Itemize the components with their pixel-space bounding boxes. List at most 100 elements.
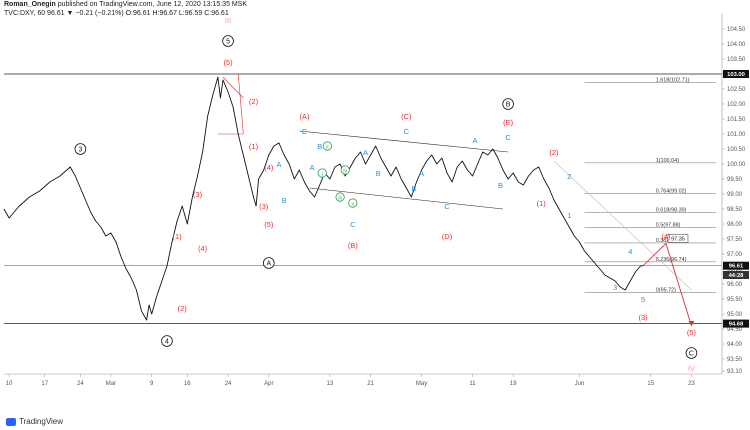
header-line-1: Roman_Onegin published on TradingView.co… xyxy=(4,0,247,9)
wave-label: iv xyxy=(343,169,347,175)
wave-label: A xyxy=(419,169,424,178)
wave-label: C xyxy=(404,127,410,136)
tradingview-footer[interactable]: TradingView xyxy=(6,417,63,426)
y-tick-label: 97.00 xyxy=(727,252,743,258)
channel-lower-line xyxy=(309,187,504,210)
fib-level-label: 0(95.72) xyxy=(656,287,676,293)
y-tick-label: 100.00 xyxy=(727,162,746,168)
wave-label: 4 xyxy=(165,339,169,346)
wave-label: C xyxy=(689,351,694,358)
wave-label: (3) xyxy=(193,190,203,199)
projection-tag-label: 97.35 xyxy=(671,237,685,243)
x-tick-label: 11 xyxy=(469,381,476,387)
price-tag-box xyxy=(723,319,749,328)
price-tag-label: 103.00 xyxy=(727,72,745,78)
y-tick-label: 101.50 xyxy=(727,117,746,123)
x-tick-label: Jun xyxy=(575,381,585,387)
wave-label: IV xyxy=(688,364,695,373)
y-tick-label: 101.00 xyxy=(727,132,746,138)
wave-label: (2) xyxy=(249,97,259,106)
wave-label: B xyxy=(498,181,503,190)
fib-level-label: 0.764(99.02) xyxy=(656,188,687,194)
y-tick-label: 102.00 xyxy=(727,102,746,108)
price-tag-box xyxy=(723,271,749,279)
wave-label: (1) xyxy=(173,232,183,241)
y-tick-label: 103.50 xyxy=(727,57,746,63)
wave-label: B xyxy=(376,169,381,178)
x-tick-label: 10 xyxy=(6,381,13,387)
wave-label: B xyxy=(317,142,322,151)
x-tick-label: 24 xyxy=(225,381,232,387)
price-tag-label: 94.68 xyxy=(729,322,744,328)
y-tick-label: 104.50 xyxy=(727,27,746,33)
wave-label: C xyxy=(444,202,450,211)
price-series-layer xyxy=(3,76,644,321)
fib-level-label: 0.618(98.39) xyxy=(656,207,687,213)
wave-label-circle xyxy=(348,198,358,208)
wave-label-circle xyxy=(502,98,514,110)
wave-label: (5) xyxy=(223,58,233,67)
x-tick-label: 16 xyxy=(184,381,191,387)
price-tag-label: 96.61 xyxy=(729,264,744,270)
x-tick-label: 9 xyxy=(150,381,154,387)
y-tick-label: 99.00 xyxy=(727,192,743,198)
wave-label: ii xyxy=(326,145,328,151)
wave-label-circle xyxy=(222,35,234,47)
wave-label: (2) xyxy=(549,148,559,157)
y-tick-label: 95.00 xyxy=(727,312,743,318)
x-tick-label: 15 xyxy=(647,381,654,387)
x-tick-label: 21 xyxy=(367,381,374,387)
header-line-2: TVC:DXY, 60 96.61 ▼ −0.21 (−0.21%) O:96.… xyxy=(4,10,229,17)
wave-label-circle xyxy=(322,141,332,151)
y-tick-label: 104.00 xyxy=(727,42,746,48)
x-tick-label: 24 xyxy=(77,381,84,387)
wave-label-circle xyxy=(161,335,173,347)
price-tag-label: 44:28 xyxy=(729,273,745,279)
wave-label-circle xyxy=(335,192,345,202)
wave-label: A xyxy=(363,148,368,157)
wave-label: A xyxy=(266,261,271,268)
publish-info: published on TradingView.com, June 12, 2… xyxy=(57,1,248,8)
wave-label: B xyxy=(506,102,511,109)
wave-label: (A) xyxy=(299,112,310,121)
author-name[interactable]: Roman_Onegin xyxy=(4,1,56,8)
wave-label: (4) xyxy=(661,232,671,241)
wave-label: A xyxy=(310,163,315,172)
wave-label: iii xyxy=(338,196,341,202)
wave-label: (5) xyxy=(264,220,274,229)
wedge-line xyxy=(237,73,244,135)
channel-upper-line xyxy=(299,130,509,153)
projection-tag-box xyxy=(667,234,689,243)
y-tick-label: 98.00 xyxy=(727,222,743,228)
wave-label-circle xyxy=(685,347,698,359)
projection-path xyxy=(642,242,692,327)
annotation-lines-layer: 1.618(102.71) 1(100.04) 0.764(99.02) 0.618(… xyxy=(4,73,722,327)
price-line xyxy=(3,76,644,321)
y-tick-label: 94.00 xyxy=(727,342,743,348)
y-tick-label: 96.50 xyxy=(727,267,743,273)
footer-brand: TradingView xyxy=(19,417,64,426)
projection-arrow-head xyxy=(688,321,695,326)
wave-label-circle xyxy=(317,168,327,178)
wave-label: 3 xyxy=(613,283,617,292)
fib-level-label: 1.618(102.71) xyxy=(656,78,690,84)
wave-label: (5) xyxy=(687,328,697,337)
tradingview-logo-icon xyxy=(6,417,16,426)
wave-label: 3 xyxy=(78,147,82,154)
wave-label: 1 xyxy=(567,211,571,220)
fib-level-label: 1(100.04) xyxy=(656,158,679,164)
y-tick-label: 93.10 xyxy=(727,369,743,375)
y-tick-label: 102.50 xyxy=(727,87,746,93)
fib-level-label: 0.5(97.88) xyxy=(656,223,681,229)
y-tick-label: 97.50 xyxy=(727,237,743,243)
wave-label: (E) xyxy=(503,118,514,127)
y-tick-label: 96.00 xyxy=(727,282,743,288)
wave-label: v xyxy=(352,202,355,208)
y-tick-label: 100.50 xyxy=(727,147,746,153)
wave-label: A xyxy=(276,160,281,169)
wave-label: (D) xyxy=(442,232,453,241)
x-tick-label: Mar xyxy=(106,381,116,387)
y-tick-label: 94.50 xyxy=(727,327,743,333)
wave-label: 5 xyxy=(226,39,230,46)
